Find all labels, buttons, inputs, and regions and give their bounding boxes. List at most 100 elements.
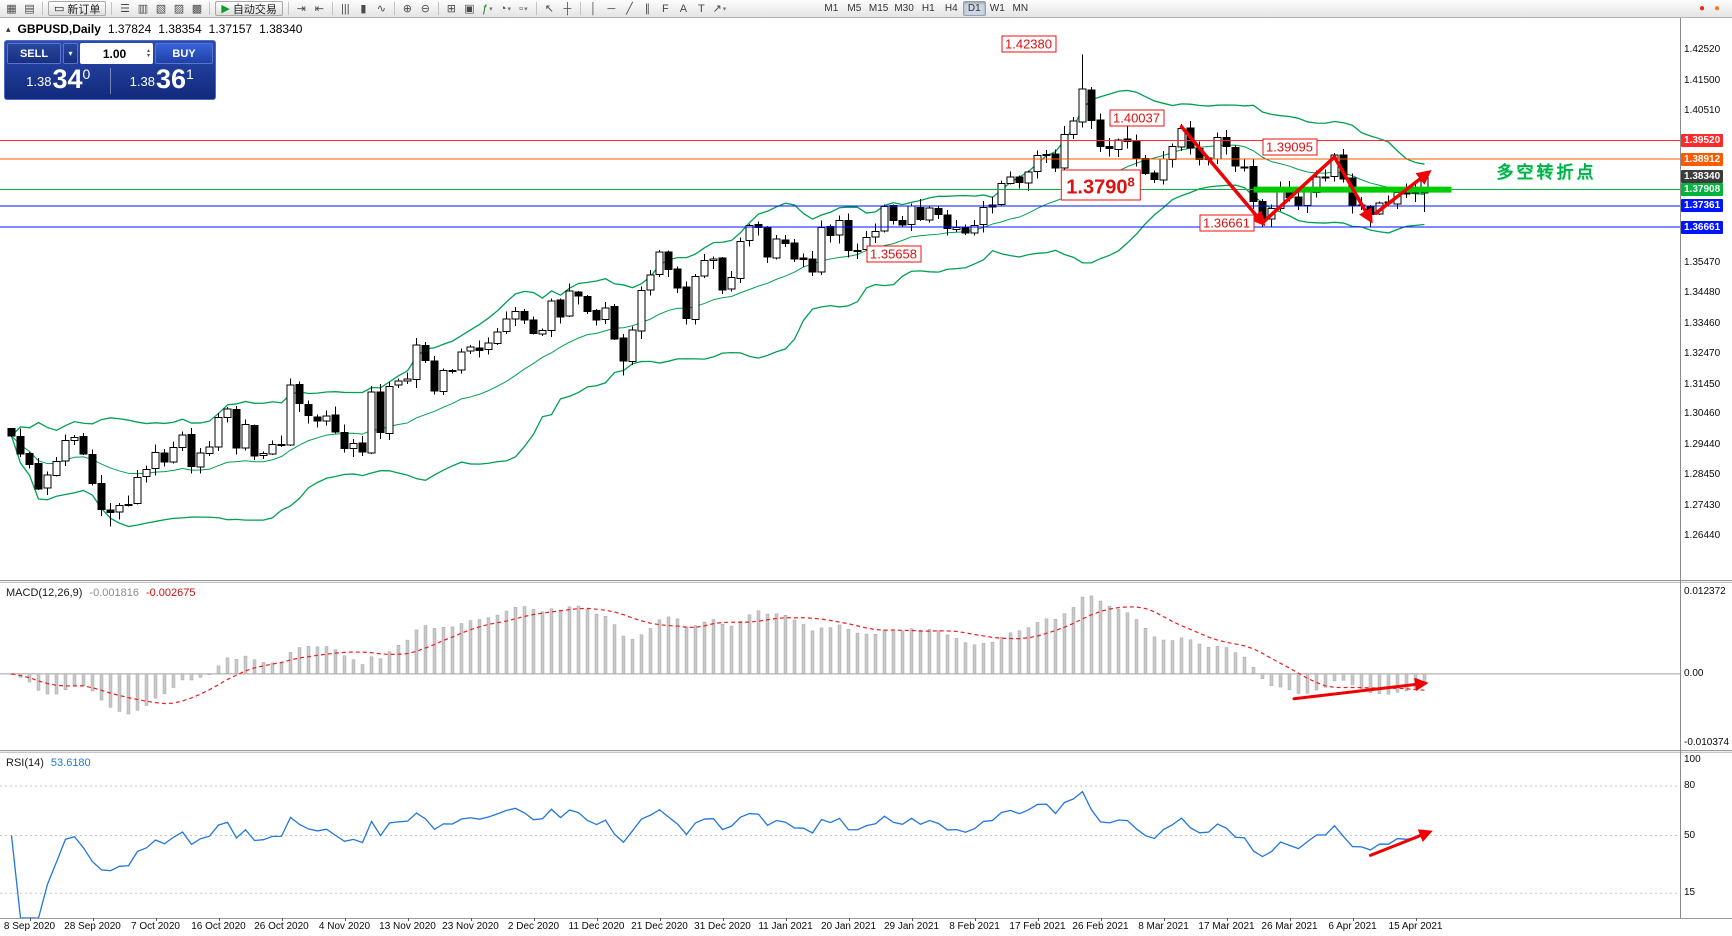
- date-label: 15 Apr 2021: [1388, 921, 1443, 932]
- text-icon[interactable]: A: [679, 2, 688, 15]
- profiles-icon[interactable]: ▤: [24, 3, 35, 15]
- sell-button[interactable]: SELL: [7, 43, 61, 64]
- trendline-icon[interactable]: ╱: [626, 3, 633, 15]
- news-icon[interactable]: ●: [1713, 3, 1721, 14]
- rsi-indicator-label: RSI(14) 53.6180: [6, 757, 91, 769]
- timeframe-m5[interactable]: M5: [847, 3, 862, 14]
- ohlc-high: 1.38354: [158, 22, 202, 36]
- horizontal-lines: [0, 140, 1680, 228]
- horizontal-line-icon[interactable]: ─: [607, 2, 616, 15]
- toolbar-separator: [437, 2, 439, 15]
- candle-chart-icon[interactable]: ▮: [360, 3, 367, 15]
- channel-icon[interactable]: ∥: [644, 3, 651, 15]
- arrow-objects-icon[interactable]: ↗ ▾: [712, 3, 727, 15]
- date-label: 26 Feb 2021: [1072, 921, 1129, 932]
- timeframe-m1[interactable]: M1: [824, 3, 839, 14]
- auto-arrange-icon[interactable]: ▣: [464, 3, 475, 15]
- date-label: 11 Dec 2020: [568, 921, 625, 932]
- templates-icon[interactable]: ▫ ▾: [519, 2, 528, 15]
- label-icon[interactable]: T: [698, 2, 705, 15]
- candles: [7, 54, 1429, 527]
- tile-windows-icon[interactable]: ⊞: [446, 3, 456, 15]
- bar-chart-icon[interactable]: |||: [341, 2, 350, 15]
- bollinger-band-line: [11, 144, 1425, 475]
- toolbar-items: ▦ ▤ ▭ 新订单 ☰ ▥ ▧ ▨ ▩ ▶ 自动交易 ⇥ ⇤ ||| ▮ ∿ ⊕ ⊖ ⊞ ▣ ƒ ▾ ◔ ▾ ▫ ▾ ↖ ┼ │ ─ ╱ ∥ F…: [3, 0, 728, 17]
- macd-panel-chart[interactable]: [0, 583, 1732, 750]
- date-label: 7 Oct 2020: [131, 921, 180, 932]
- buy-button[interactable]: BUY: [155, 43, 213, 64]
- zoom-in-icon[interactable]: ⊕: [402, 3, 412, 15]
- date-label: 17 Feb 2021: [1009, 921, 1066, 932]
- toolbar-separator: [209, 2, 211, 15]
- trend-arrow: [1260, 155, 1337, 225]
- cursor-icon[interactable]: ↖: [544, 3, 554, 15]
- ohlc-close: 1.38340: [259, 22, 303, 36]
- date-axis-border: [0, 918, 1732, 919]
- price-alert-icon[interactable]: ●: [1698, 3, 1706, 14]
- date-label: 29 Jan 2021: [883, 921, 940, 932]
- trend-arrow: [1374, 169, 1432, 215]
- timeframe-h4[interactable]: H4: [944, 3, 958, 14]
- strategy-tester-icon[interactable]: ▩: [191, 3, 203, 15]
- periods-icon[interactable]: ◔ ▾: [499, 2, 511, 15]
- ohlc-open: 1.37824: [107, 22, 152, 36]
- market-watch-icon[interactable]: ☰: [119, 3, 130, 15]
- zoom-out-icon[interactable]: ⊖: [420, 3, 430, 15]
- date-label: 8 Feb 2021: [949, 921, 1000, 932]
- price-chart[interactable]: [0, 18, 1732, 580]
- macd-trend-arrow: [1292, 677, 1429, 701]
- date-label: 8 Sep 2020: [3, 921, 56, 932]
- volume-value: 1.00: [102, 46, 127, 61]
- timeframe-m15[interactable]: M15: [868, 3, 889, 14]
- timeframe-w1[interactable]: W1: [989, 3, 1005, 14]
- bull-bear-turning-point-note[interactable]: 多空转折点: [1496, 163, 1597, 183]
- toolbar-separator: [393, 2, 395, 15]
- bollinger-band-line: [11, 89, 1425, 437]
- autotrading-button[interactable]: ▶ 自动交易: [215, 1, 283, 16]
- chart-shift-icon[interactable]: ⇤: [314, 3, 324, 15]
- toolbar-status-icons: ● ●: [1696, 1, 1729, 16]
- new-order-button[interactable]: ▭ 新订单: [48, 1, 107, 16]
- timeframe-mn[interactable]: MN: [1012, 3, 1029, 14]
- vertical-line-icon[interactable]: │: [589, 2, 597, 15]
- volume-input[interactable]: 1.00 ▴ ▾: [80, 43, 153, 64]
- sell-price: 1.38 34 0: [26, 64, 91, 94]
- one-click-trading-panel: SELL ▾ 1.00 ▴ ▾ BUY 1.38 34 0 1.38 36 1: [4, 40, 216, 100]
- date-label: 6 Apr 2021: [1328, 921, 1377, 932]
- timeframe-toolbar: M1 M5 M15 M30 H1 H4 D1 W1 MN: [820, 1, 1032, 16]
- volume-spinner[interactable]: ▴ ▾: [146, 47, 150, 59]
- panel-resize-separator[interactable]: [0, 750, 1732, 753]
- toolbar-separator: [535, 2, 537, 15]
- timeframe-d1[interactable]: D1: [962, 1, 986, 16]
- indicators-icon[interactable]: ƒ ▾: [482, 2, 493, 15]
- timeframe-h1[interactable]: H1: [921, 3, 935, 14]
- line-chart-icon[interactable]: ∿: [376, 3, 386, 15]
- trend-arrow: [1332, 155, 1373, 224]
- price-axis-border[interactable]: [1680, 18, 1681, 918]
- new-chart-icon[interactable]: ▦: [6, 3, 17, 15]
- symbol-name: GBPUSD,Daily: [17, 22, 101, 36]
- order-type-dropdown[interactable]: ▾: [63, 43, 78, 64]
- fibonacci-icon[interactable]: F: [662, 2, 669, 15]
- one-click-collapse-icon[interactable]: ▴: [6, 23, 11, 34]
- toolbar-separator: [331, 2, 333, 15]
- navigator-icon[interactable]: ▧: [155, 3, 167, 15]
- date-label: 31 Dec 2020: [694, 921, 751, 932]
- toolbar-separator: [42, 2, 43, 15]
- spin-up-icon[interactable]: ▴: [146, 47, 150, 54]
- data-window-icon[interactable]: ▥: [137, 3, 149, 15]
- date-label: 16 Oct 2020: [191, 921, 246, 932]
- chart-ohlc-header: ▴ GBPUSD,Daily 1.37824 1.38354 1.37157 1…: [6, 22, 302, 36]
- panel-resize-separator[interactable]: [0, 580, 1732, 583]
- bollinger-band-line: [10, 184, 1425, 528]
- scroll-to-end-icon[interactable]: ⇥: [296, 3, 306, 15]
- date-label: 17 Mar 2021: [1198, 921, 1255, 932]
- terminal-icon[interactable]: ▨: [173, 3, 185, 15]
- date-label: 13 Nov 2020: [379, 921, 436, 932]
- spin-down-icon[interactable]: ▾: [146, 52, 150, 59]
- rsi-panel-chart[interactable]: [0, 753, 1732, 918]
- crosshair-icon[interactable]: ┼: [563, 2, 572, 15]
- timeframe-m30[interactable]: M30: [894, 3, 914, 14]
- rsi-line: [10, 790, 1425, 918]
